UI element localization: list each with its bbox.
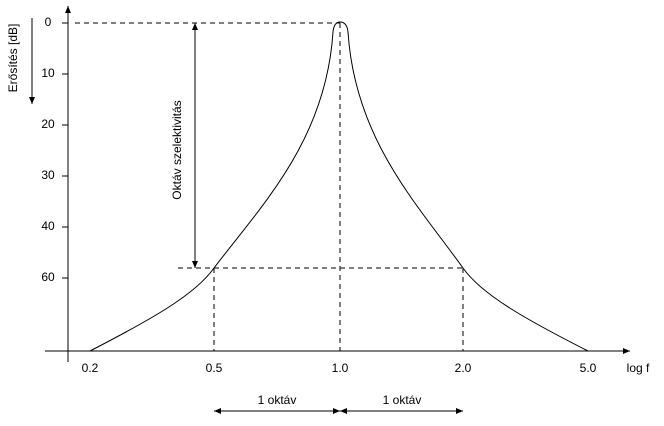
octave-label: 1 oktáv — [258, 393, 297, 407]
selectivity-label: Oktáv szelektivitás — [170, 100, 184, 199]
x-tick-label: 0.5 — [206, 361, 223, 375]
octave-label: 1 oktáv — [383, 393, 422, 407]
x-tick-label: 0.2 — [82, 361, 99, 375]
x-tick-label: 5.0 — [580, 361, 597, 375]
y-ticks: 0 10 20 30 40 60 — [41, 15, 55, 284]
y-tick-label: 20 — [41, 117, 55, 131]
x-ticks: 0.2 0.5 1.0 2.0 5.0 — [82, 361, 597, 375]
y-axis-label: Erősítés [dB] — [6, 24, 20, 93]
y-tick-label: 60 — [41, 270, 55, 284]
y-tick-label: 10 — [41, 66, 55, 80]
y-tick-label: 0 — [45, 15, 52, 29]
response-curve — [89, 21, 589, 352]
x-tick-label: 1.0 — [332, 361, 349, 375]
x-tick-label: 2.0 — [455, 361, 472, 375]
y-tick-label: 30 — [41, 168, 55, 182]
x-axis-label: log f — [627, 361, 650, 375]
y-tick-label: 40 — [41, 219, 55, 233]
